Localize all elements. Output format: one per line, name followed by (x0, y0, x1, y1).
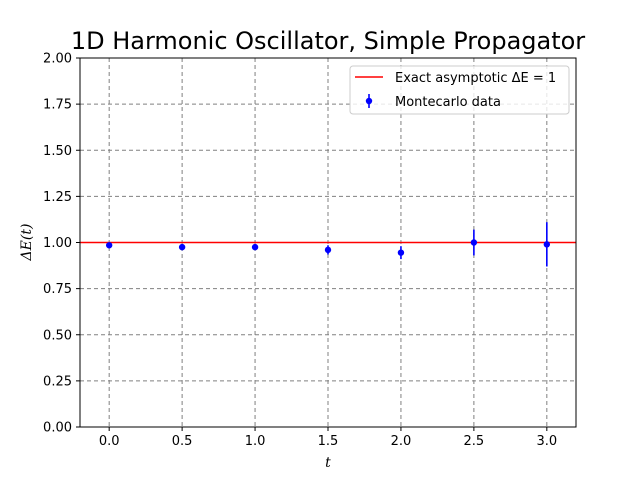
data-point (543, 241, 551, 248)
y-tick-label: 1.00 (43, 236, 72, 251)
x-tick-label: 1.5 (318, 434, 339, 449)
y-tick-label: 0.50 (43, 328, 72, 343)
x-tick-label: 2.0 (391, 434, 412, 449)
x-tick-label: 0.5 (172, 434, 193, 449)
plot-frame (79, 57, 577, 428)
data-point (397, 249, 405, 256)
chart-title: 1D Harmonic Oscillator, Simple Propagato… (71, 27, 585, 55)
y-axis-label: ΔE(t) (19, 224, 35, 262)
data-point (251, 243, 259, 251)
y-tick-label: 2.00 (43, 52, 72, 67)
y-tick-label: 0.75 (43, 282, 72, 297)
x-tick-label: 0.0 (99, 434, 120, 449)
x-tick-label: 3.0 (536, 434, 557, 449)
x-tick-label: 1.0 (245, 434, 266, 449)
data-point (178, 243, 186, 251)
y-axis-ticks: 0.00 0.25 0.50 0.75 1.00 1.25 1.50 1.75 2.00 (43, 52, 80, 436)
y-tick-label: 1.50 (43, 144, 72, 159)
legend-label-montecarlo: Montecarlo data (395, 95, 501, 110)
series-layer (80, 222, 576, 267)
legend-marker-swatch (365, 97, 373, 105)
y-tick-label: 0.00 (43, 421, 72, 436)
legend: Exact asymptotic ΔE = 1 Montecarlo data (349, 65, 570, 115)
y-tick-label: 0.25 (43, 374, 72, 389)
data-point (105, 242, 113, 249)
legend-box (349, 65, 570, 115)
legend-label-exact: Exact asymptotic ΔE = 1 (395, 71, 556, 86)
x-axis-label: t (325, 455, 331, 471)
y-tick-label: 1.75 (43, 98, 72, 113)
data-point (324, 246, 332, 254)
x-tick-label: 2.5 (464, 434, 485, 449)
data-point (470, 239, 478, 246)
y-tick-label: 1.25 (43, 190, 72, 205)
x-axis-ticks: 0.0 0.5 1.0 1.5 2.0 2.5 3.0 (99, 427, 557, 449)
